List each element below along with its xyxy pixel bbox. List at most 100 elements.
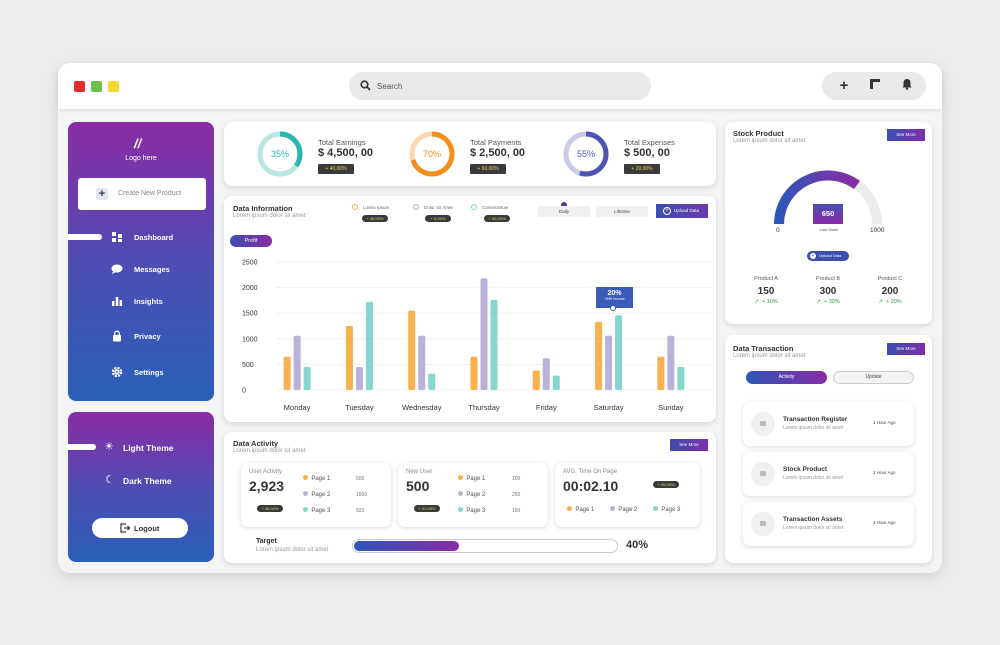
chart-bar bbox=[293, 335, 301, 390]
maximize-window-button[interactable] bbox=[91, 81, 102, 92]
sidebar-item-privacy[interactable]: Privacy bbox=[68, 329, 214, 343]
x-tick-label: Friday bbox=[536, 403, 557, 412]
product-stat: Product C 200 ↗ + 20% bbox=[861, 276, 919, 305]
transaction-time: 3 Hour Ago bbox=[873, 520, 896, 525]
metric-label: User Activity bbox=[249, 469, 283, 475]
chart-bar bbox=[532, 370, 540, 390]
see-more-button[interactable]: See More bbox=[670, 439, 708, 451]
profit-bar-chart: 2500 2000 1500 1000 500 0 Monday Tuesday Wednesd… bbox=[242, 260, 712, 412]
logout-icon bbox=[120, 523, 130, 533]
new-user-card: New User 500 + 01,00% Page 1 100 Page 2 … bbox=[398, 463, 548, 527]
search-input[interactable]: Search bbox=[349, 72, 651, 100]
page-value: 1500 bbox=[356, 492, 368, 498]
active-indicator bbox=[66, 444, 96, 450]
page-value: 250 bbox=[512, 492, 521, 498]
upload-data-button[interactable]: + Upload Data bbox=[656, 204, 708, 218]
transaction-item[interactable]: Stock Product Lorem ipsum dolor sit amet… bbox=[743, 452, 914, 496]
transaction-title: Transaction Register bbox=[783, 416, 848, 423]
stat-title: Total Payments bbox=[470, 138, 522, 147]
stock-gauge bbox=[774, 170, 882, 225]
product-name: Product A bbox=[754, 276, 778, 282]
page-value: 100 bbox=[512, 476, 521, 482]
tab-daily[interactable]: Daily bbox=[538, 206, 590, 217]
avg-time-card: AVG. Time On Page 00:02.10 + 00,00% Page… bbox=[555, 463, 700, 527]
sidebar-item-dashboard[interactable]: Dashboard bbox=[68, 230, 214, 244]
legend-marker bbox=[352, 204, 358, 210]
sidebar-item-label: Privacy bbox=[134, 332, 161, 341]
x-tick-label: Thursday bbox=[468, 403, 500, 412]
metric-label: AVG. Time On Page bbox=[563, 469, 617, 475]
metric-value: 2,923 bbox=[249, 478, 285, 494]
chart-bar bbox=[283, 356, 291, 390]
logout-label: Logout bbox=[134, 524, 160, 533]
title-bar: Search + bbox=[58, 63, 942, 109]
gauge-label: Last Week bbox=[819, 227, 839, 232]
product-name: Product C bbox=[877, 276, 903, 282]
chart-bar bbox=[418, 335, 426, 390]
product-value: 300 bbox=[819, 286, 837, 297]
tab-activity[interactable]: Activity bbox=[746, 371, 827, 384]
sidebar-item-label: Dashboard bbox=[134, 233, 174, 242]
chart-bar bbox=[552, 375, 560, 390]
profit-pill[interactable]: Profit bbox=[230, 235, 272, 247]
lock-icon bbox=[113, 330, 121, 342]
card-title: Data Activity bbox=[233, 439, 279, 448]
chart-bar bbox=[303, 366, 311, 390]
legend-marker bbox=[471, 204, 477, 210]
light-theme-option[interactable]: ☀ Light Theme bbox=[68, 440, 214, 454]
plus-icon[interactable]: + bbox=[839, 77, 849, 94]
stat-badge: + 40,00% bbox=[318, 164, 354, 174]
document-icon bbox=[751, 512, 775, 536]
see-more-button[interactable]: See More bbox=[887, 129, 925, 141]
metric-badge: + 01,00% bbox=[414, 505, 440, 512]
transaction-subtitle: Lorem ipsum dolor sit amet bbox=[783, 525, 844, 531]
x-tick-label: Sunday bbox=[658, 403, 684, 412]
sidebar-item-insights[interactable]: Insights bbox=[68, 294, 214, 308]
legend-badge: + 00,00% bbox=[484, 215, 510, 222]
card-subtitle: Lorem ipsum dolor sit amet bbox=[733, 138, 806, 144]
card-subtitle: Lorem ipsum dolor sit amet bbox=[733, 353, 806, 359]
card-title: Data Information bbox=[233, 204, 293, 213]
gauge-max: 1000 bbox=[870, 227, 885, 234]
metric-badge: + 00,00% bbox=[257, 505, 283, 512]
transaction-item[interactable]: Transaction Assets Lorem ipsum dolor sit… bbox=[743, 502, 914, 546]
minimize-window-button[interactable] bbox=[108, 81, 119, 92]
upload-data-button[interactable]: + Upload Data bbox=[807, 251, 849, 261]
stat-pct: 55% bbox=[577, 149, 595, 159]
chart-bar bbox=[615, 315, 623, 390]
bell-icon[interactable] bbox=[899, 78, 915, 94]
search-placeholder: Search bbox=[377, 82, 403, 91]
legend-badge: + 40,00% bbox=[362, 215, 388, 222]
tab-update[interactable]: Update bbox=[833, 371, 914, 384]
tab-lifetime[interactable]: Lifetime bbox=[596, 206, 648, 217]
theme-panel: ☀ Light Theme ☾ Dark Theme Logout bbox=[66, 412, 214, 562]
close-window-button[interactable] bbox=[74, 81, 85, 92]
stat-value: $ 2,500, 00 bbox=[470, 147, 526, 159]
logout-button[interactable]: Logout bbox=[92, 518, 188, 538]
see-more-button[interactable]: See More bbox=[887, 343, 925, 355]
sidebar-nav: // Logo here + Create New Product Dashbo… bbox=[66, 122, 214, 401]
upload-label: Upload Data bbox=[819, 253, 842, 258]
tooltip-label: +999 Income bbox=[604, 297, 625, 301]
stat-total-expenses: 55% Total Expenses $ 500, 00 + 20,00% bbox=[562, 130, 722, 180]
stat-title: Total Earnings bbox=[318, 138, 366, 147]
legend-label: Dolor Sit Amet bbox=[424, 205, 453, 210]
data-information-card: Data Information Lorem ipsum dolor sit a… bbox=[224, 196, 716, 422]
window-icon[interactable] bbox=[867, 78, 883, 94]
transaction-subtitle: Lorem ipsum dolor sit amet bbox=[783, 425, 844, 431]
transaction-item[interactable]: Transaction Register Lorem ipsum dolor s… bbox=[743, 402, 914, 446]
sidebar-item-messages[interactable]: Messages bbox=[68, 262, 214, 276]
stats-card: 35% Total Earnings $ 4,500, 00 + 40,00% … bbox=[224, 122, 716, 186]
legend-item: Consectetuer + 00,00% bbox=[471, 204, 531, 226]
sidebar-item-settings[interactable]: Settings bbox=[68, 365, 214, 379]
stat-value: $ 4,500, 00 bbox=[318, 147, 374, 159]
chart-bar bbox=[345, 326, 353, 390]
chart-bar bbox=[595, 321, 603, 390]
y-tick-label: 0 bbox=[242, 388, 246, 395]
page-row: Page 2 bbox=[303, 491, 330, 498]
create-product-button[interactable]: + Create New Product bbox=[78, 178, 206, 210]
dark-theme-option[interactable]: ☾ Dark Theme bbox=[68, 473, 214, 487]
stock-product-card: Stock Product Lorem ipsum dolor sit amet… bbox=[725, 122, 932, 324]
target-progress-fill bbox=[354, 541, 459, 551]
stat-pct: 70% bbox=[423, 149, 441, 159]
